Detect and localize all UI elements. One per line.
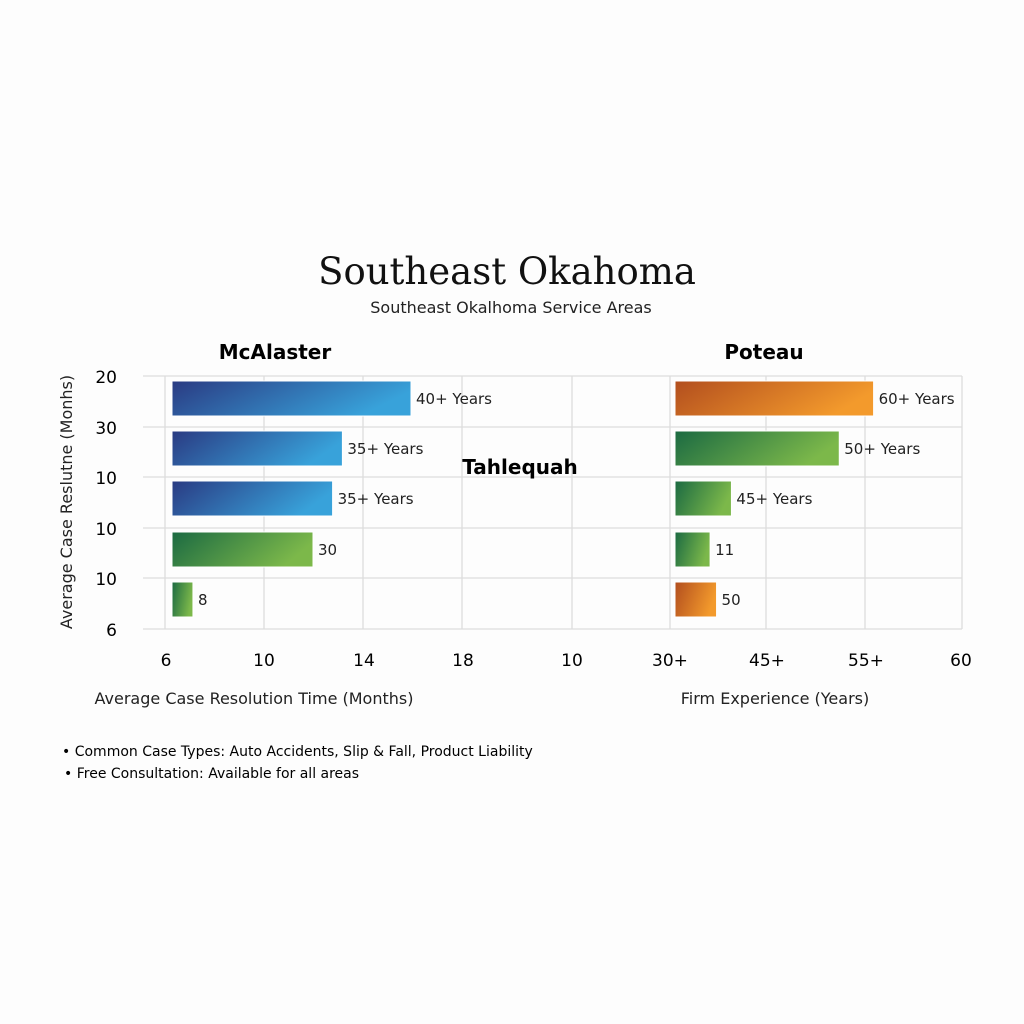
- tick-labels: 20 30 10 10 10 6 6 10 14 18 10 30+ 45+ 55+ 60: [95, 368, 971, 671]
- right-bar-label: 60+ Years: [879, 390, 955, 408]
- y-tick-label: 10: [95, 570, 117, 590]
- left-bar: [171, 531, 314, 568]
- left-bar-label: 30: [318, 541, 337, 559]
- bars: 40+ Years 35+ Years 35+ Years 30 8 60+ Years 5…: [171, 380, 955, 618]
- x-tick-label: 55+: [848, 651, 884, 671]
- right-bar: [674, 480, 732, 517]
- grid-lines: [143, 375, 963, 630]
- right-bar: [674, 380, 875, 417]
- bullet-2: • Free Consultation: Available for all a…: [64, 766, 359, 782]
- right-bar: [674, 581, 718, 618]
- x-tick-label: 30+: [652, 651, 688, 671]
- x-tick-label: 14: [353, 651, 375, 671]
- right-bar-label: 11: [715, 541, 734, 559]
- y-tick-label: 10: [95, 520, 117, 540]
- right-bar-label: 45+ Years: [736, 490, 812, 508]
- x-tick-label: 60: [950, 651, 972, 671]
- x-tick-label: 10: [253, 651, 275, 671]
- bullet-1: • Common Case Types: Auto Accidents, Sli…: [62, 744, 533, 760]
- panel-label-mcalaster: McAlaster: [219, 340, 332, 364]
- x-axis-title-right: Firm Experience (Years): [681, 689, 869, 708]
- left-bar: [171, 430, 343, 467]
- x-tick-label: 45+: [749, 651, 785, 671]
- right-bar-label: 50+ Years: [844, 440, 920, 458]
- y-axis-title: Average Case Reslutne (Monhs): [57, 375, 76, 629]
- left-bar-label: 35+ Years: [338, 490, 414, 508]
- x-tick-label: 18: [452, 651, 474, 671]
- y-tick-label: 20: [95, 368, 117, 388]
- right-bar-label: 50: [722, 591, 741, 609]
- left-bar: [171, 480, 334, 517]
- left-bar-label: 40+ Years: [416, 390, 492, 408]
- chart-title: Southeast Okahoma: [318, 250, 696, 293]
- left-bar-label: 35+ Years: [347, 440, 423, 458]
- left-bar-label: 8: [198, 591, 208, 609]
- left-bar: [171, 581, 194, 618]
- panel-label-poteau: Poteau: [724, 340, 803, 364]
- bullet-1-text: Common Case Types: Auto Accidents, Slip …: [75, 744, 533, 760]
- right-bar: [674, 531, 711, 568]
- x-axis-title-left: Average Case Resolution Time (Months): [95, 689, 414, 708]
- y-tick-label: 10: [95, 469, 117, 489]
- y-tick-label: 30: [95, 419, 117, 439]
- chart-subtitle: Southeast Okalhoma Service Areas: [370, 298, 651, 317]
- bullet-2-text: Free Consultation: Available for all are…: [77, 766, 359, 782]
- y-tick-label: 6: [106, 621, 117, 641]
- right-bar: [674, 430, 840, 467]
- x-tick-label: 6: [161, 651, 172, 671]
- x-tick-label: 10: [561, 651, 583, 671]
- region-label-tahlequah: Tahlequah: [462, 455, 578, 479]
- left-bar: [171, 380, 412, 417]
